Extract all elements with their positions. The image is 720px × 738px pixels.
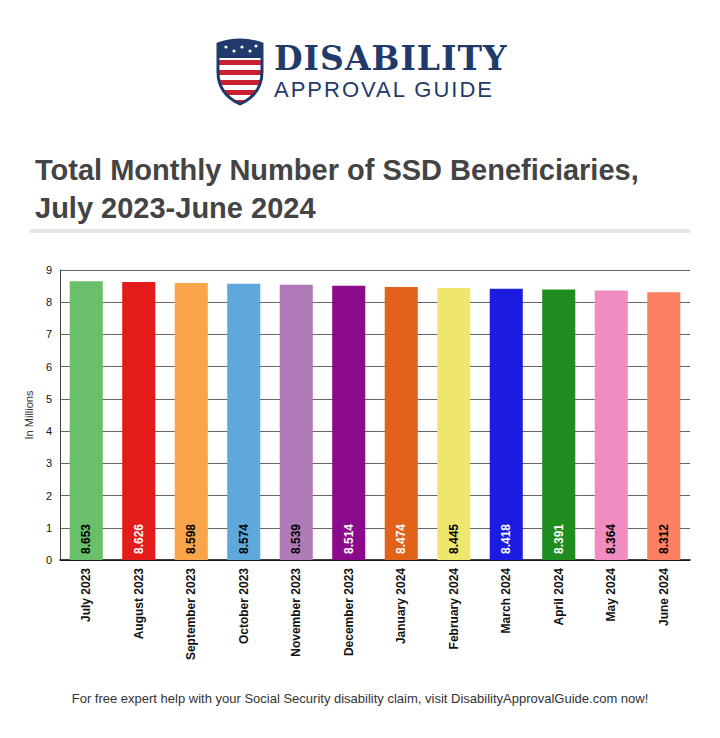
svg-text:March 2024: March 2024 [499, 568, 513, 634]
svg-text:8.418: 8.418 [499, 524, 513, 554]
svg-text:December 2023: December 2023 [342, 568, 356, 656]
html-text:DISABILITY: DISABILITY [274, 39, 508, 78]
svg-text:8.598: 8.598 [184, 524, 198, 554]
svg-text:August 2023: August 2023 [132, 568, 146, 640]
svg-text:8.574: 8.574 [237, 524, 251, 554]
svg-text:Total Monthly Number of SSD Be: Total Monthly Number of SSD Beneficiarie… [35, 154, 647, 186]
html-text:APPROVAL GUIDE: APPROVAL GUIDE [274, 77, 494, 102]
svg-text:4: 4 [46, 425, 52, 437]
svg-text:8.626: 8.626 [132, 524, 146, 554]
svg-text:8.514: 8.514 [342, 524, 356, 554]
svg-text:June 2024: June 2024 [657, 568, 671, 626]
svg-text:5: 5 [46, 393, 52, 405]
svg-text:8.653: 8.653 [79, 524, 93, 554]
svg-text:8.445: 8.445 [447, 524, 461, 554]
svg-text:3: 3 [46, 457, 52, 469]
svg-text:1: 1 [46, 522, 52, 534]
svg-text:2: 2 [46, 490, 52, 502]
svg-text:6: 6 [46, 361, 52, 373]
svg-text:8.391: 8.391 [552, 524, 566, 554]
svg-text:8.474: 8.474 [394, 524, 408, 554]
svg-text:8: 8 [46, 296, 52, 308]
svg-text:October 2023: October 2023 [237, 568, 251, 644]
svg-text:February 2024: February 2024 [447, 568, 461, 650]
svg-text:September 2023: September 2023 [184, 568, 198, 660]
svg-text:8.312: 8.312 [657, 524, 671, 554]
svg-text:In Millions: In Millions [23, 390, 35, 439]
svg-text:7: 7 [46, 328, 52, 340]
svg-text:April 2024: April 2024 [552, 568, 566, 626]
svg-text:8.539: 8.539 [289, 524, 303, 554]
svg-text:9: 9 [46, 264, 52, 276]
svg-text:November 2023: November 2023 [289, 568, 303, 657]
svg-text:0: 0 [46, 554, 52, 566]
svg-text:May 2024: May 2024 [604, 568, 618, 622]
svg-text:8.364: 8.364 [604, 524, 618, 554]
svg-text:July 2023: July 2023 [79, 568, 93, 622]
html-text:For free expert help with your: For free expert help with your Social Se… [71, 691, 649, 706]
svg-text:January 2024: January 2024 [394, 568, 408, 644]
svg-text:July 2023-June 2024: July 2023-June 2024 [35, 192, 316, 224]
